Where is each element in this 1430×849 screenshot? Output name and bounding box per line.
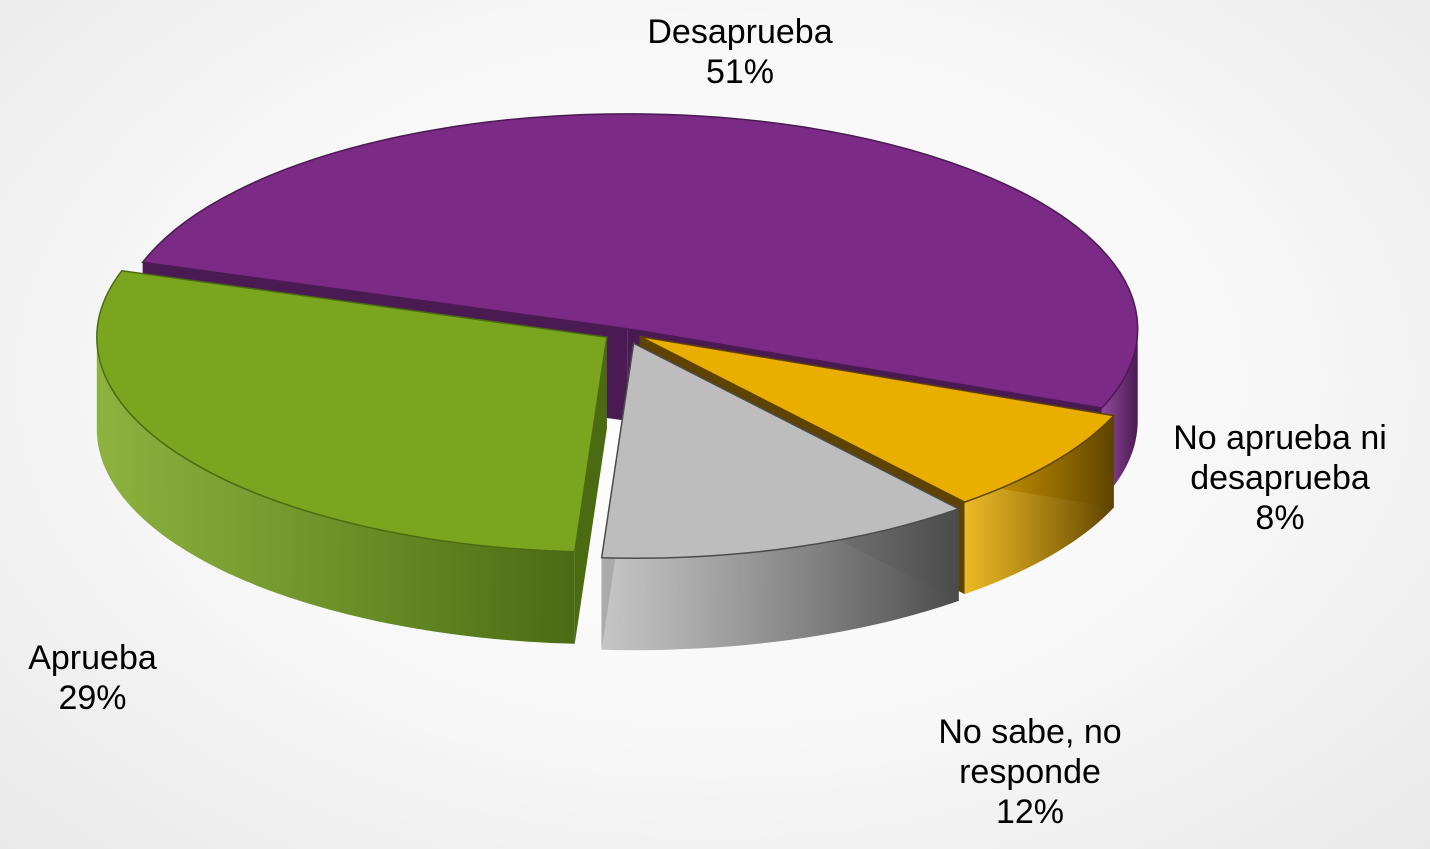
slice-label-no-sabe-no-responde-value: 12% [995, 793, 1065, 831]
pie-slice-aprueba-top [96, 269, 608, 553]
pie-slice-desaprueba-top [141, 113, 1139, 409]
pie-slice-no-sabe-no-responde [600, 342, 961, 651]
slice-label-desaprueba-name: Desaprueba [647, 13, 833, 51]
slice-label-no-sabe-no-responde-line1: No sabe, no [938, 713, 1122, 751]
pie-slice-no-sabe-no-responde-top [600, 342, 961, 559]
slice-label-no-aprueba-ni-desaprueba-value: 8% [1255, 499, 1305, 537]
slice-label-no-sabe-no-responde: No sabe, no responde 12% [880, 712, 1180, 832]
slice-label-desaprueba: Desaprueba 51% [520, 12, 960, 92]
pie-slice-aprueba-side-0 [96, 337, 575, 644]
slice-label-no-aprueba-ni-desaprueba-line2: desaprueba [1190, 459, 1370, 497]
slice-label-no-aprueba-ni-desaprueba: No aprueba ni desaprueba 8% [1130, 418, 1430, 538]
slice-label-desaprueba-value: 51% [705, 53, 775, 91]
pie-slice-no-aprueba-ni-desaprueba-top [639, 335, 1116, 503]
slice-label-aprueba-value: 29% [58, 679, 127, 717]
pie-slice-no-aprueba-ni-desaprueba-side-0 [964, 415, 1114, 595]
pie-slice-aprueba [96, 269, 608, 644]
slice-label-aprueba-name: Aprueba [28, 639, 157, 677]
slice-label-no-aprueba-ni-desaprueba-line1: No aprueba ni [1173, 419, 1387, 457]
pie-slice-no-sabe-no-responde-side-0 [601, 508, 959, 651]
slice-label-aprueba: Aprueba 29% [0, 638, 185, 718]
slice-label-no-sabe-no-responde-line2: responde [959, 753, 1101, 791]
